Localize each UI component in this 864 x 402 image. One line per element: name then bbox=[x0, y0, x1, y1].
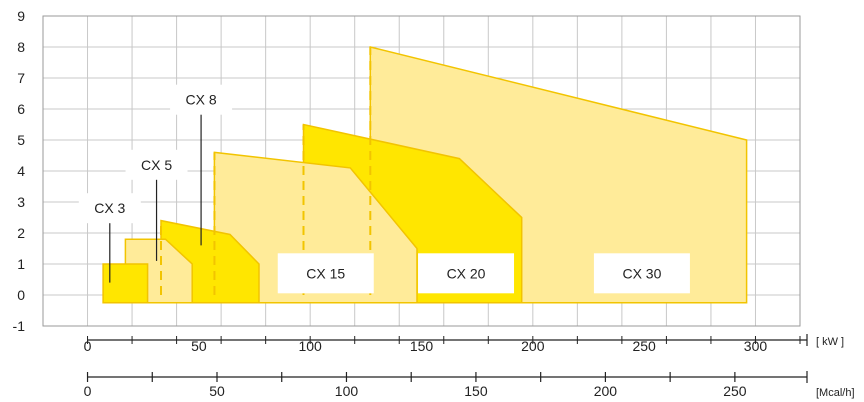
annotation-box bbox=[170, 84, 233, 115]
y-tick-label: 5 bbox=[17, 132, 25, 148]
x2-tick-label: 250 bbox=[723, 383, 747, 399]
y-tick-label: 8 bbox=[17, 39, 25, 55]
y-tick-label: 2 bbox=[17, 225, 25, 241]
x2-tick-label: 0 bbox=[84, 383, 92, 399]
annotation-label: CX 3 bbox=[94, 200, 125, 216]
x-tick-label: 200 bbox=[521, 338, 545, 354]
y-tick-label: 4 bbox=[17, 163, 25, 179]
y-tick-label: 0 bbox=[17, 287, 25, 303]
annotation-box bbox=[593, 253, 690, 294]
annotation-box bbox=[125, 149, 188, 180]
plot-frame bbox=[42, 15, 801, 327]
y-tick-label: 1 bbox=[17, 256, 25, 272]
annotation-label: CX 15 bbox=[306, 265, 345, 281]
y-tick-label: -1 bbox=[13, 318, 26, 334]
annotation-labels: CX 3 CX 5 CX 8 CX 15 CX 20 CX 30 bbox=[78, 84, 690, 294]
plot-areas bbox=[102, 46, 748, 304]
x-tick-label: 250 bbox=[632, 338, 656, 354]
x-tick-label: 50 bbox=[191, 338, 207, 354]
x2-tick-label: 150 bbox=[464, 383, 488, 399]
x2-tick-label: 200 bbox=[594, 383, 618, 399]
annotation-box bbox=[277, 253, 374, 294]
x-axis-kw: 0 50 100 150 200 250 300 bbox=[84, 334, 808, 354]
y-tick-label: 7 bbox=[17, 70, 25, 86]
y-axis: -1 0 1 2 3 4 5 6 7 8 9 bbox=[13, 8, 26, 334]
annotation-box bbox=[78, 193, 141, 224]
x-tick-label: 100 bbox=[298, 338, 322, 354]
area-cx-3 bbox=[102, 263, 149, 304]
x-tick-label: 0 bbox=[84, 338, 92, 354]
y-tick-label: 9 bbox=[17, 8, 25, 24]
x2-tick-label: 100 bbox=[335, 383, 359, 399]
y-tick-label: 3 bbox=[17, 194, 25, 210]
annotation-label: CX 5 bbox=[141, 157, 172, 173]
x-tick-label: 150 bbox=[410, 338, 434, 354]
x-axis-unit-label: [ kW ] bbox=[816, 336, 844, 348]
annotation-label: CX 8 bbox=[186, 92, 217, 108]
x2-tick-label: 50 bbox=[209, 383, 225, 399]
y-tick-label: 6 bbox=[17, 101, 25, 117]
x-axis-mcal: 0 50 100 150 200 250 bbox=[84, 371, 808, 399]
annotation-box bbox=[418, 253, 515, 294]
annotation-label: CX 20 bbox=[447, 265, 486, 281]
annotation-label: CX 30 bbox=[622, 265, 661, 281]
x-tick-label: 300 bbox=[744, 338, 768, 354]
x2-axis-unit-label: [Mcal/h] bbox=[816, 387, 855, 399]
